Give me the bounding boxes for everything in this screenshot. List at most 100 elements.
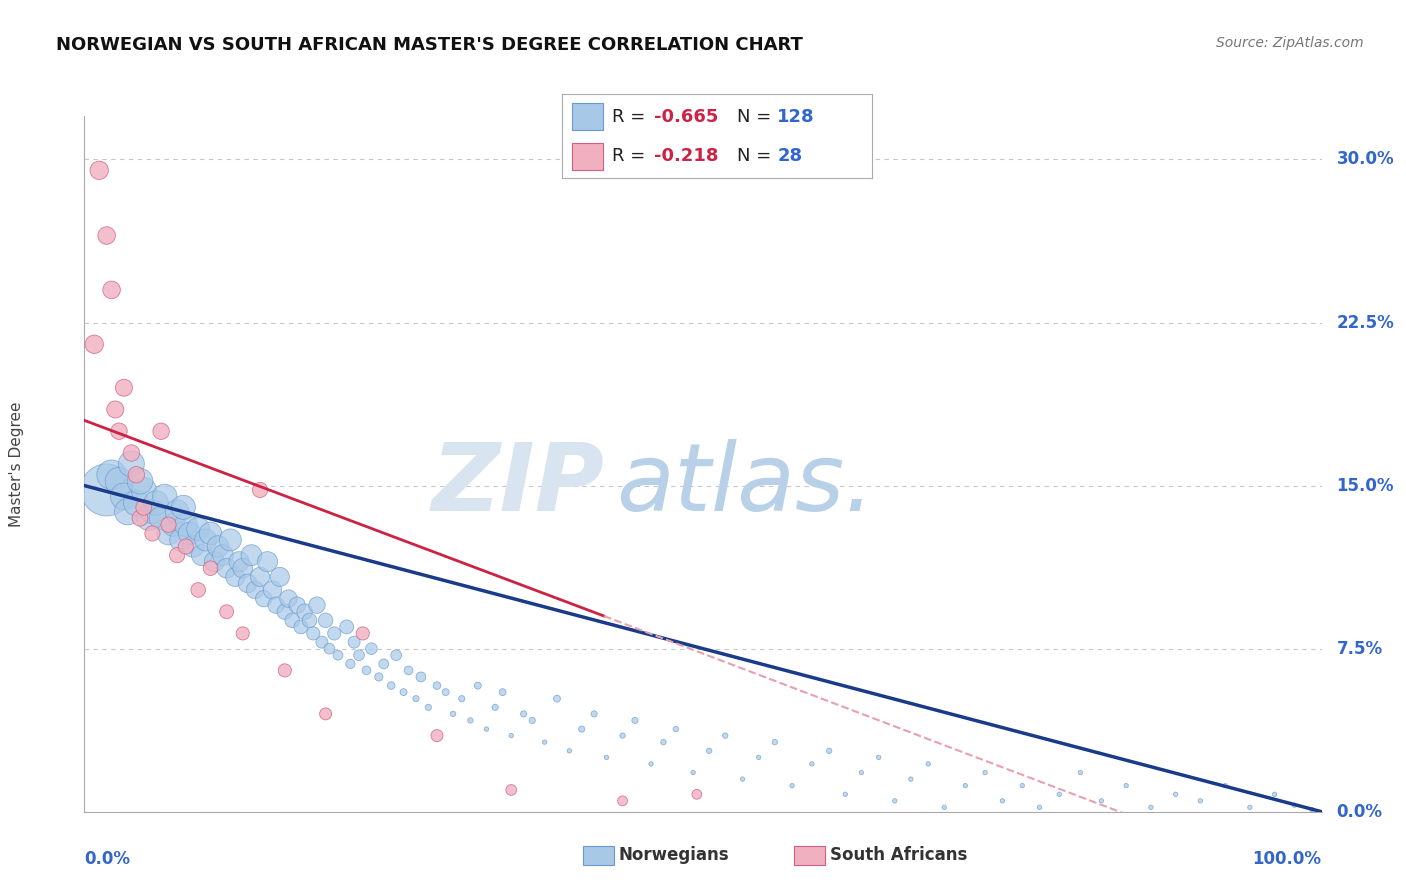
Point (1140, 800, 1163, 814)
Point (236, 576, 259, 591)
Point (125, 467, 148, 482)
Point (264, 598, 287, 612)
Point (900, 772, 922, 786)
Point (224, 570, 246, 584)
Point (405, 691, 427, 706)
Point (243, 582, 266, 597)
Point (380, 679, 402, 693)
Point (512, 706, 534, 721)
Point (955, 779, 977, 793)
Point (467, 679, 489, 693)
Point (533, 735, 555, 749)
Point (501, 783, 523, 797)
Text: Norwegians: Norwegians (619, 847, 730, 864)
Point (583, 706, 606, 721)
Text: R =: R = (612, 108, 651, 126)
Point (1239, 800, 1261, 814)
Point (1264, 788, 1286, 801)
Point (763, 735, 786, 749)
Point (392, 685, 415, 699)
Point (367, 670, 389, 684)
Text: 7.5%: 7.5% (1337, 640, 1382, 657)
Point (100, 467, 122, 482)
Point (232, 626, 254, 640)
Text: South Africans: South Africans (830, 847, 967, 864)
Point (1301, 803, 1323, 817)
Point (298, 614, 321, 628)
Point (253, 591, 276, 606)
Point (1115, 779, 1137, 793)
Point (339, 657, 361, 671)
Point (150, 424, 173, 438)
Point (117, 505, 139, 519)
Point (132, 500, 155, 515)
Point (1164, 788, 1187, 801)
Point (277, 591, 299, 606)
Text: 0.0%: 0.0% (84, 850, 131, 868)
Point (318, 641, 340, 656)
Point (162, 517, 184, 532)
Point (1011, 779, 1033, 793)
Point (96, 228, 118, 243)
Point (780, 779, 803, 793)
Point (818, 744, 841, 758)
Point (219, 533, 242, 547)
Point (172, 500, 194, 515)
Point (917, 756, 939, 771)
Point (232, 561, 254, 575)
Point (191, 548, 214, 562)
Point (571, 722, 593, 736)
Point (1284, 798, 1306, 813)
Point (302, 626, 325, 640)
Text: Source: ZipAtlas.com: Source: ZipAtlas.com (1216, 36, 1364, 50)
Point (305, 598, 328, 612)
Point (326, 648, 349, 662)
Point (426, 679, 449, 693)
Point (132, 483, 155, 497)
Point (624, 714, 647, 728)
Point (595, 750, 617, 764)
Point (522, 714, 544, 728)
Text: R =: R = (612, 147, 651, 165)
Point (347, 648, 370, 662)
Point (1069, 765, 1091, 780)
Text: 100.0%: 100.0% (1253, 850, 1322, 868)
Text: 0.0%: 0.0% (1337, 803, 1382, 821)
Text: NORWEGIAN VS SOUTH AFRICAN MASTER'S DEGREE CORRELATION CHART: NORWEGIAN VS SOUTH AFRICAN MASTER'S DEGR… (56, 36, 803, 54)
Point (1047, 788, 1070, 801)
Point (460, 714, 482, 728)
Point (352, 626, 374, 640)
Point (418, 700, 440, 714)
Point (934, 800, 956, 814)
Point (385, 648, 408, 662)
Point (174, 517, 197, 532)
Point (212, 548, 235, 562)
Point (748, 750, 770, 764)
Point (256, 555, 278, 569)
Text: 15.0%: 15.0% (1337, 476, 1393, 494)
Text: 30.0%: 30.0% (1337, 151, 1395, 169)
Point (120, 446, 142, 460)
Point (1213, 779, 1236, 793)
Point (883, 794, 905, 808)
Point (150, 511, 173, 525)
Point (96, 483, 118, 497)
Point (546, 691, 568, 706)
Point (409, 670, 432, 684)
Point (281, 614, 304, 628)
Point (294, 605, 316, 619)
Point (194, 533, 217, 547)
Point (315, 706, 337, 721)
Point (315, 614, 337, 628)
Text: Master's Degree: Master's Degree (8, 401, 24, 526)
Point (262, 582, 284, 597)
Point (215, 561, 238, 575)
Point (336, 620, 359, 634)
Point (228, 555, 250, 569)
Point (200, 526, 222, 541)
Point (274, 664, 297, 678)
Point (484, 700, 506, 714)
Point (112, 490, 135, 504)
Bar (572, 103, 603, 130)
Point (398, 664, 420, 678)
